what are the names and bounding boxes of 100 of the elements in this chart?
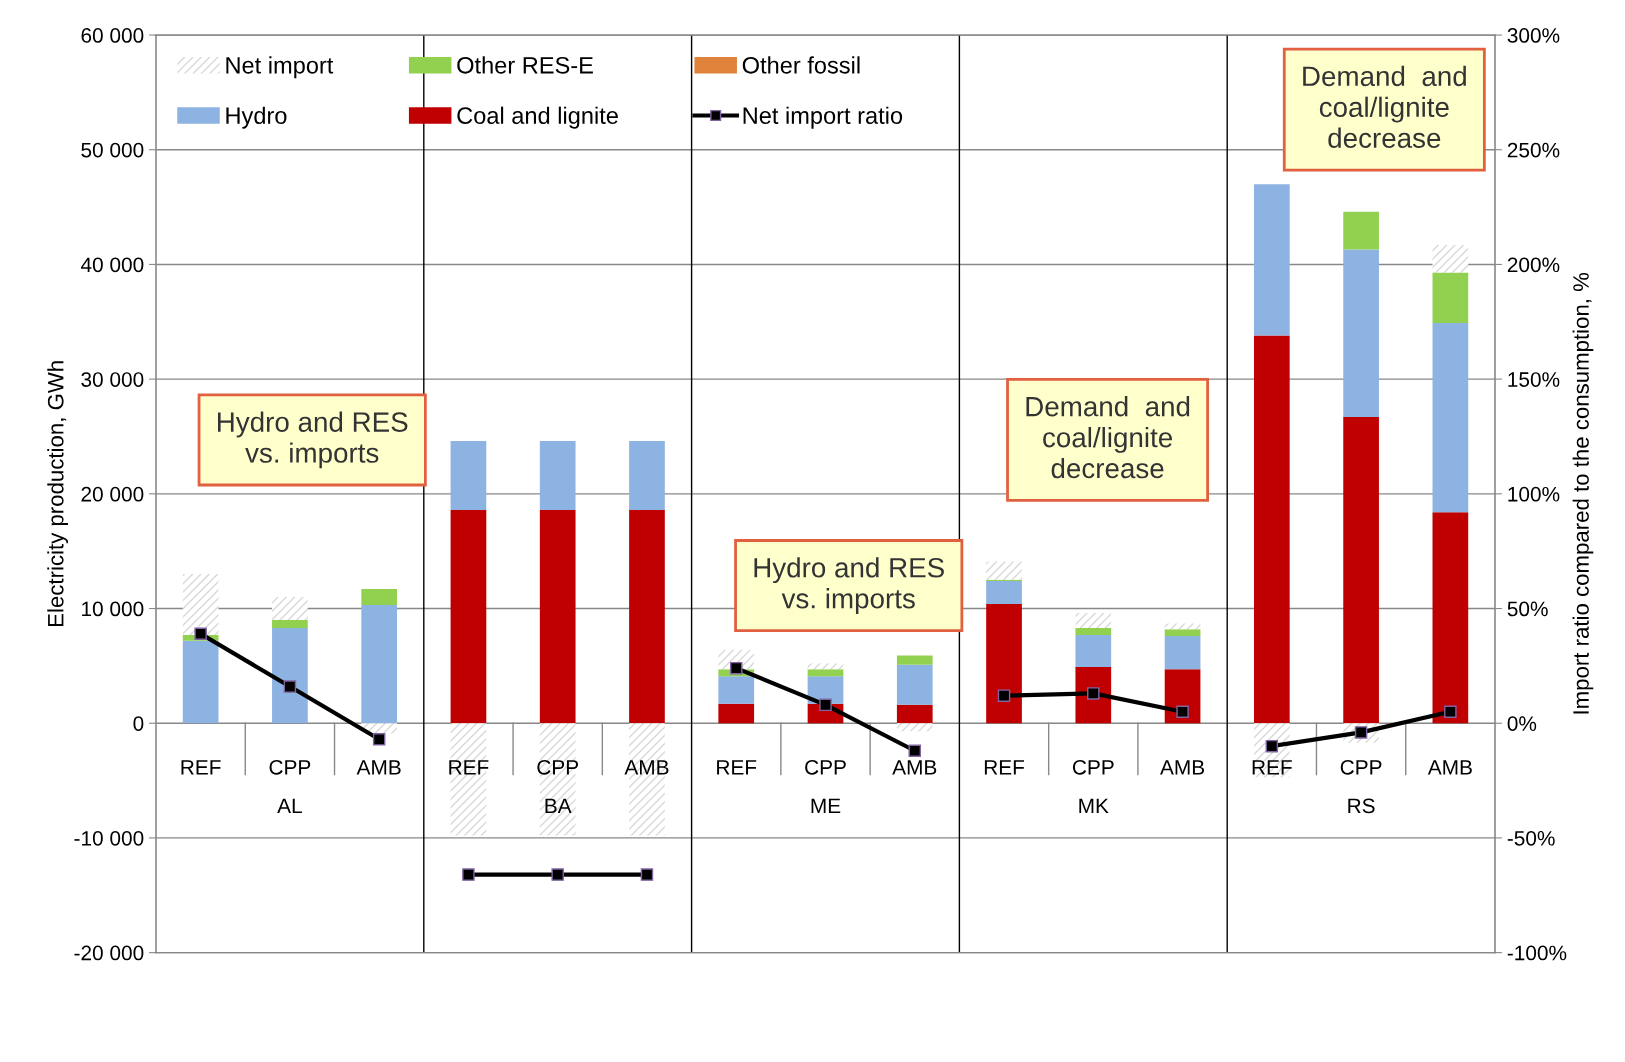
bar xyxy=(1432,272,1469,323)
x-tick-label: REF xyxy=(449,760,489,775)
y-axis-title: Electricity production, GWh xyxy=(47,361,68,626)
x-tick-label: REF xyxy=(717,760,757,775)
y-tick-label: 40 000 xyxy=(80,257,144,273)
x-tick-label: REF xyxy=(984,760,1025,775)
legend-label: Net import ratio xyxy=(743,106,903,129)
bar xyxy=(896,723,933,732)
bar xyxy=(1253,335,1290,724)
bar xyxy=(450,441,487,510)
point xyxy=(372,733,386,746)
x-tick-label: CPP xyxy=(1072,759,1114,775)
annotation: Demand and coal/lignite decrease xyxy=(1303,65,1466,148)
bar xyxy=(361,605,398,724)
annotation: Hydro and RES vs. imports xyxy=(754,557,944,614)
point xyxy=(1444,705,1457,719)
point xyxy=(997,689,1011,702)
bar xyxy=(1253,184,1290,336)
legend-label: Coal and lignite xyxy=(457,106,618,129)
legend-label: Other RES-E xyxy=(457,56,593,74)
y2-tick-label: 50% xyxy=(1507,601,1548,617)
x-tick-label: CPP xyxy=(805,759,846,775)
x-tick-label: REF xyxy=(1252,760,1292,775)
x-tick-label: REF xyxy=(181,760,221,775)
bar xyxy=(450,509,487,724)
y-tick-label: -10 000 xyxy=(74,830,144,846)
x-tick-label: CPP xyxy=(269,759,311,775)
annotation: ME xyxy=(811,798,841,814)
y2-tick-label: -50% xyxy=(1507,830,1555,846)
y-tick-label: 50 000 xyxy=(81,142,144,158)
point xyxy=(194,627,207,641)
x-tick-label: CPP xyxy=(1340,759,1382,775)
annotation: Demand and coal/lignite decrease xyxy=(1026,396,1190,479)
bar xyxy=(272,620,308,629)
annotation: AL xyxy=(277,798,302,814)
annotation: BA xyxy=(545,798,572,814)
bar xyxy=(1164,629,1201,637)
legend-label: Hydro xyxy=(226,106,287,129)
bar xyxy=(1432,244,1469,273)
bar xyxy=(539,723,576,836)
y2-tick-label: 150% xyxy=(1508,372,1560,387)
annotation: Hydro and RES vs. imports xyxy=(218,411,408,469)
y-tick-label: 20 000 xyxy=(81,486,144,502)
bar xyxy=(361,589,398,606)
bar xyxy=(986,561,1022,580)
bar xyxy=(1075,628,1112,635)
x-tick-label: CPP xyxy=(537,759,579,775)
y-tick-label: 10 000 xyxy=(82,601,144,617)
y2-tick-label: 100% xyxy=(1508,486,1560,502)
bar xyxy=(539,441,576,510)
bar xyxy=(272,597,308,620)
y2-tick-label: 250% xyxy=(1507,142,1560,158)
y2-tick-label: 0% xyxy=(1507,716,1537,731)
point xyxy=(551,868,564,881)
bar xyxy=(1075,634,1112,668)
point xyxy=(640,868,654,881)
point xyxy=(1176,705,1189,719)
x-tick-label: AMB xyxy=(624,760,669,775)
x-tick-label: AMB xyxy=(1160,760,1205,775)
bar xyxy=(718,703,755,724)
point xyxy=(729,661,743,675)
y-tick-label: -20 000 xyxy=(74,945,144,961)
bar xyxy=(629,441,665,510)
bar xyxy=(896,655,933,665)
y2-tick-label: -100% xyxy=(1507,945,1567,961)
bar xyxy=(1075,613,1112,629)
point xyxy=(908,744,922,757)
y-tick-label: 0 xyxy=(133,716,144,731)
bar xyxy=(450,723,487,836)
bar xyxy=(986,581,1022,604)
bar xyxy=(1343,249,1379,417)
bar xyxy=(272,628,308,724)
annotation: RS xyxy=(1348,798,1375,814)
bar xyxy=(1343,211,1379,250)
point xyxy=(283,680,297,693)
x-tick-label: AMB xyxy=(892,760,937,775)
bar xyxy=(1164,636,1201,670)
bar xyxy=(1432,322,1469,513)
y-tick-label: 60 000 xyxy=(81,28,144,43)
y2-tick-label: 200% xyxy=(1507,257,1560,273)
bar xyxy=(986,603,1022,724)
point xyxy=(819,698,832,712)
bar xyxy=(182,640,219,724)
bar xyxy=(539,509,576,724)
x-tick-label: AMB xyxy=(356,760,401,775)
point xyxy=(1087,687,1100,700)
legend-label: Other fossil xyxy=(742,56,860,74)
point xyxy=(462,868,475,881)
y-tick-label: 30 000 xyxy=(81,372,144,387)
y2-tick-label: 300% xyxy=(1507,28,1560,43)
bar xyxy=(896,664,933,705)
bar xyxy=(629,509,665,724)
bar xyxy=(1432,512,1469,724)
bar xyxy=(807,669,844,677)
legend-label: Net import xyxy=(226,56,334,79)
bar xyxy=(718,676,755,704)
bar xyxy=(1343,416,1379,724)
y2-axis-title: Import ratio compared to the consumption, % xyxy=(1572,272,1594,714)
x-tick-label: AMB xyxy=(1427,760,1472,775)
bar xyxy=(182,574,219,635)
